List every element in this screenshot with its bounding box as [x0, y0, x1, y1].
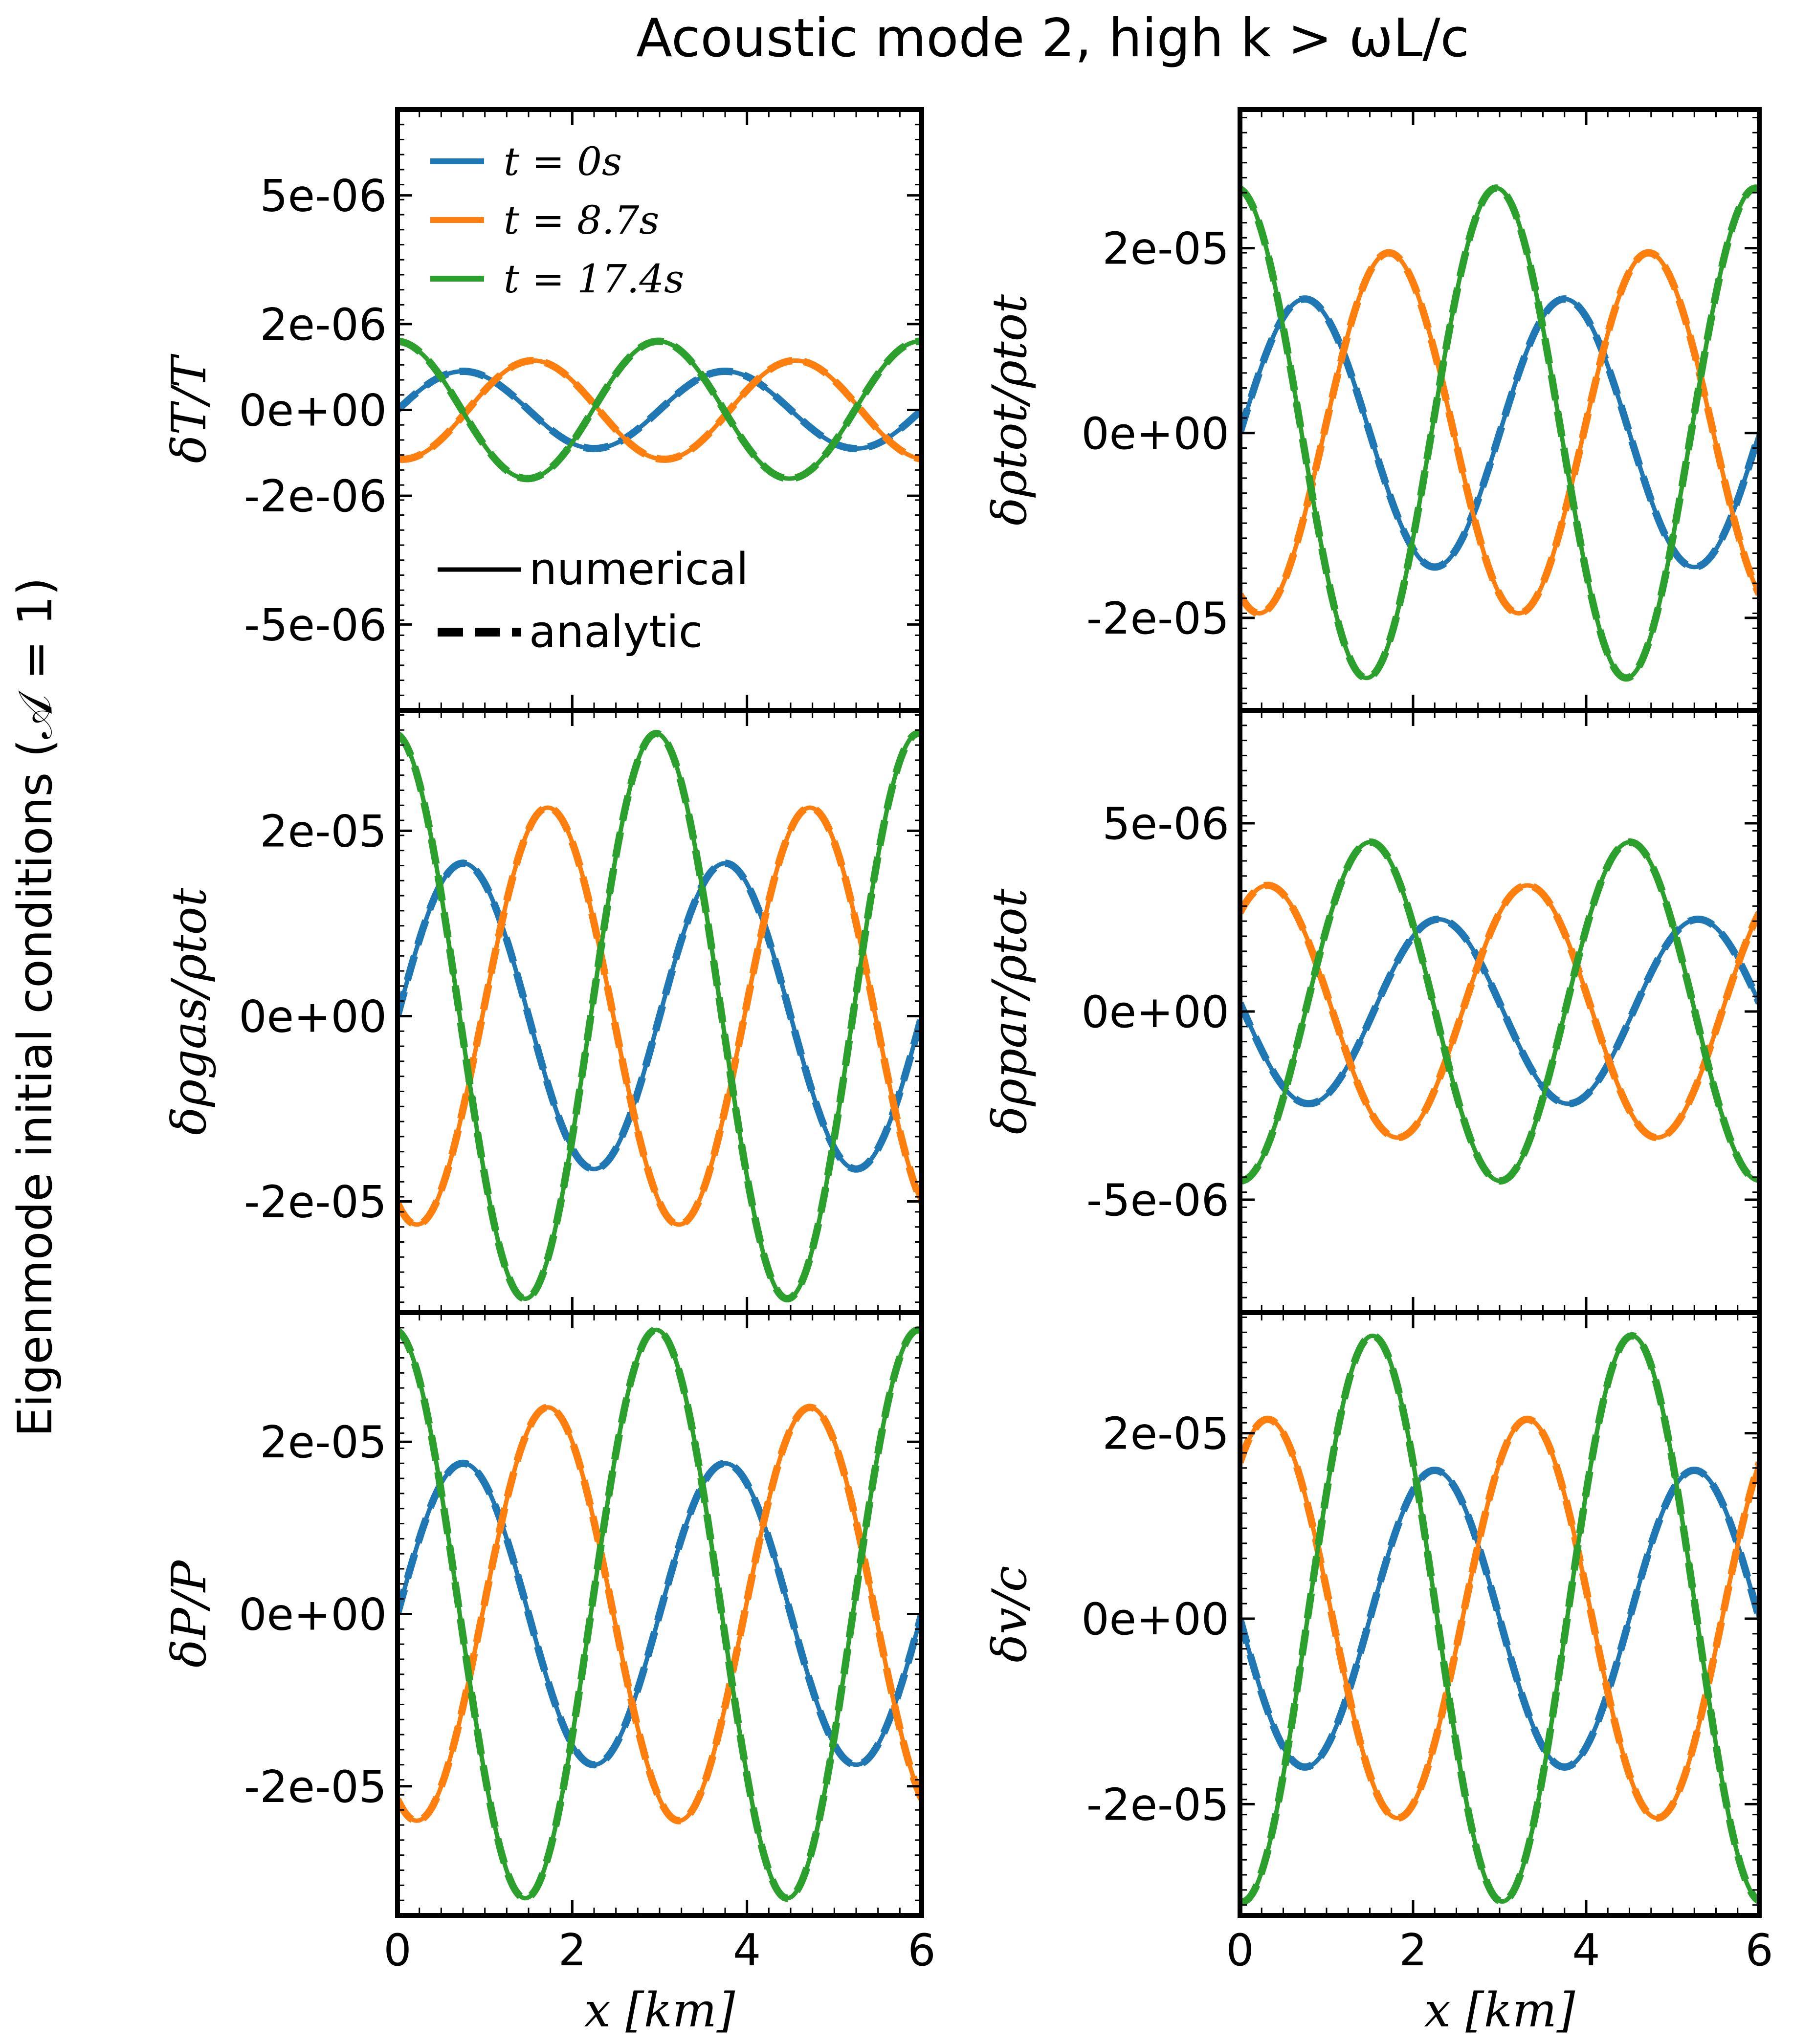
figure-title: Acoustic mode 2, high k > ωL/c	[636, 8, 1469, 69]
series-t-0s-numerical-line	[1240, 1468, 1759, 1770]
ytick-label: 0e+00	[239, 991, 387, 1042]
ytick-label: 2e-05	[260, 1417, 387, 1468]
series-t-17-4s-numerical-line	[398, 731, 922, 1301]
ytick-label: -2e-05	[1086, 1779, 1229, 1830]
xtick-label: 4	[1572, 1925, 1600, 1976]
panels: 5e-06 2e-06 0e+00 -2e-06 -5e-06 δT/T 2e-05 0e+0…	[162, 107, 1773, 2038]
ytick-label: -2e-05	[244, 1761, 387, 1813]
series-t-17-4s-numerical-line	[1240, 186, 1759, 681]
panel-dv_c: 2e-05 0e+00 -2e-05 0 2 4 6 δv/c x [km]	[982, 1310, 1773, 2038]
ytick-label: 0e+00	[1081, 1594, 1229, 1645]
y-axis-label: δT/T	[162, 353, 217, 463]
x-axis-label: x [km]	[1424, 1983, 1575, 2038]
series-t-8-7s-numerical-line	[398, 805, 922, 1227]
curves-dP_P	[398, 1326, 922, 1902]
xtick-label: 4	[733, 1925, 761, 1976]
ytick-label: 0e+00	[239, 385, 387, 437]
legend-style-label-0: numerical	[529, 544, 749, 595]
ytick-label: -5e-06	[244, 599, 387, 651]
ytick-label: -5e-06	[1086, 1175, 1229, 1226]
y-axis-label: δρtot/ρtot	[982, 294, 1037, 526]
axes-frame	[1238, 1310, 1762, 1918]
series-t-8-7s-numerical-line	[398, 1405, 922, 1823]
series-t-8-7s-numerical-line	[1240, 250, 1759, 616]
figure-supylabel: Eigenmode initial conditions (𝒜 = 1)	[8, 577, 63, 1437]
y-axis-label: δρgas/ρtot	[162, 888, 217, 1135]
y-axis-label: δv/c	[982, 1565, 1037, 1662]
ytick-label: 5e-06	[1102, 798, 1229, 850]
y-axis-label: δP/P	[162, 1560, 217, 1668]
panel-drho_par: 5e-06 0e+00 -5e-06 δρpar/ρtot	[982, 708, 1762, 1315]
axes-frame	[395, 1310, 924, 1918]
series-t-17-4s-numerical-line	[1240, 839, 1759, 1184]
y-axis-label: δρpar/ρtot	[982, 888, 1037, 1134]
ytick-label: 5e-06	[260, 171, 387, 222]
legend-style-label-1: analytic	[529, 606, 703, 658]
series-t-17-4s-numerical-line	[398, 339, 922, 481]
ticks-drho_par	[1239, 709, 1761, 1314]
xtick-label: 6	[908, 1925, 935, 1976]
series-t-17-4s-analytic-line	[1240, 838, 1759, 1185]
legend: t = 0s t = 8.7s t = 17.4s numerical analytic	[430, 139, 749, 658]
panel-drho_tot: 2e-05 0e+00 -2e-05 δρtot/ρtot	[982, 107, 1762, 713]
legend-label-1: t = 8.7s	[504, 198, 659, 243]
series-t-0s-numerical-line	[1240, 917, 1759, 1106]
ytick-label: 0e+00	[1081, 408, 1229, 460]
panel-dT_T: 5e-06 2e-06 0e+00 -2e-06 -5e-06 δT/T	[162, 107, 924, 713]
series-t-8-7s-numerical-line	[1240, 1417, 1759, 1821]
xtick-label: 2	[558, 1925, 586, 1976]
ytick-label: -2e-06	[244, 471, 387, 522]
ytick-label: 2e-05	[1102, 1408, 1229, 1460]
curves-drho_tot	[1240, 184, 1759, 682]
ticks-drho_tot	[1239, 110, 1761, 710]
curves-dv_c	[1240, 1332, 1759, 1906]
legend-label-0: t = 0s	[504, 139, 622, 184]
xtick-label: 2	[1399, 1925, 1427, 1976]
axes-frame	[1238, 107, 1762, 713]
xtick-label: 0	[383, 1925, 411, 1976]
curves-drho_gas	[398, 730, 922, 1302]
series-t-17-4s-numerical-line	[398, 1327, 922, 1901]
ytick-label: 2e-05	[260, 806, 387, 857]
legend-label-2: t = 17.4s	[504, 256, 684, 302]
x-axis-label: x [km]	[584, 1983, 735, 2038]
ytick-label: 2e-06	[260, 299, 387, 351]
ytick-label: -2e-05	[1086, 593, 1229, 644]
curves-drho_par	[1240, 838, 1759, 1185]
series-t-8-7s-numerical-line	[1240, 883, 1759, 1140]
ytick-label: 2e-05	[1102, 223, 1229, 275]
series-t-8-7s-numerical-line	[398, 358, 922, 462]
curves-dT_T	[398, 337, 922, 483]
xtick-label: 0	[1226, 1925, 1254, 1976]
ytick-label: 0e+00	[1081, 987, 1229, 1038]
series-t-17-4s-numerical-line	[1240, 1333, 1759, 1904]
panel-dP_P: 2e-05 0e+00 -2e-05 0 2 4 6 δP/P x [km]	[162, 1310, 936, 2038]
axes-frame	[1238, 708, 1762, 1315]
ytick-label: 0e+00	[239, 1589, 387, 1641]
panel-drho_gas: 2e-05 0e+00 -2e-05 δρgas/ρtot	[162, 708, 924, 1315]
ytick-label: -2e-05	[244, 1177, 387, 1228]
xtick-label: 6	[1745, 1925, 1773, 1976]
